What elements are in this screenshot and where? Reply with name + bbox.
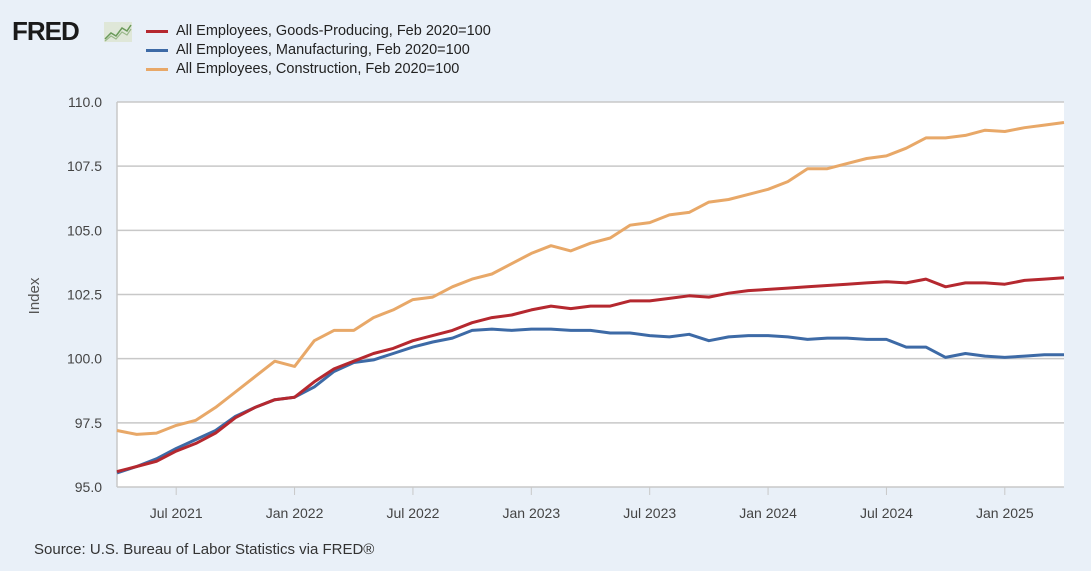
- y-tick-label: 102.5: [67, 287, 102, 303]
- y-tick-label: 105.0: [67, 222, 102, 238]
- series-line-construction: [116, 121, 1065, 436]
- legend-item-goods-producing[interactable]: All Employees, Goods-Producing, Feb 2020…: [146, 22, 491, 41]
- y-tick-label: 95.0: [75, 479, 102, 495]
- legend-label: All Employees, Goods-Producing, Feb 2020…: [176, 23, 491, 39]
- legend-item-construction[interactable]: All Employees, Construction, Feb 2020=10…: [146, 60, 491, 79]
- legend: All Employees, Goods-Producing, Feb 2020…: [146, 22, 491, 79]
- x-tick-label: Jan 2025: [976, 505, 1034, 521]
- legend-item-manufacturing[interactable]: All Employees, Manufacturing, Feb 2020=1…: [146, 41, 491, 60]
- x-tick-label: Jul 2023: [623, 505, 676, 521]
- y-tick-label: 100.0: [67, 351, 102, 367]
- source-note: Source: U.S. Bureau of Labor Statistics …: [34, 541, 375, 558]
- x-tick-label: Jul 2021: [150, 505, 203, 521]
- x-tick-label: Jan 2024: [739, 505, 797, 521]
- fred-chart-icon: [104, 22, 132, 42]
- legend-swatch: [146, 49, 168, 52]
- x-tick-label: Jul 2024: [860, 505, 913, 521]
- y-axis-label: Index: [26, 277, 43, 314]
- x-tick-label: Jul 2022: [386, 505, 439, 521]
- legend-label: All Employees, Construction, Feb 2020=10…: [176, 61, 460, 77]
- x-tick-label: Jan 2023: [503, 505, 561, 521]
- fred-logo: FRED: [12, 16, 80, 46]
- legend-label: All Employees, Manufacturing, Feb 2020=1…: [176, 42, 470, 58]
- x-tick-label: Jan 2022: [266, 505, 324, 521]
- legend-swatch: [146, 68, 168, 71]
- legend-swatch: [146, 30, 168, 33]
- series-line-goods-producing: [116, 276, 1065, 474]
- y-tick-label: 97.5: [75, 415, 102, 431]
- y-tick-label: 107.5: [67, 158, 102, 174]
- y-tick-label: 110.0: [68, 94, 102, 110]
